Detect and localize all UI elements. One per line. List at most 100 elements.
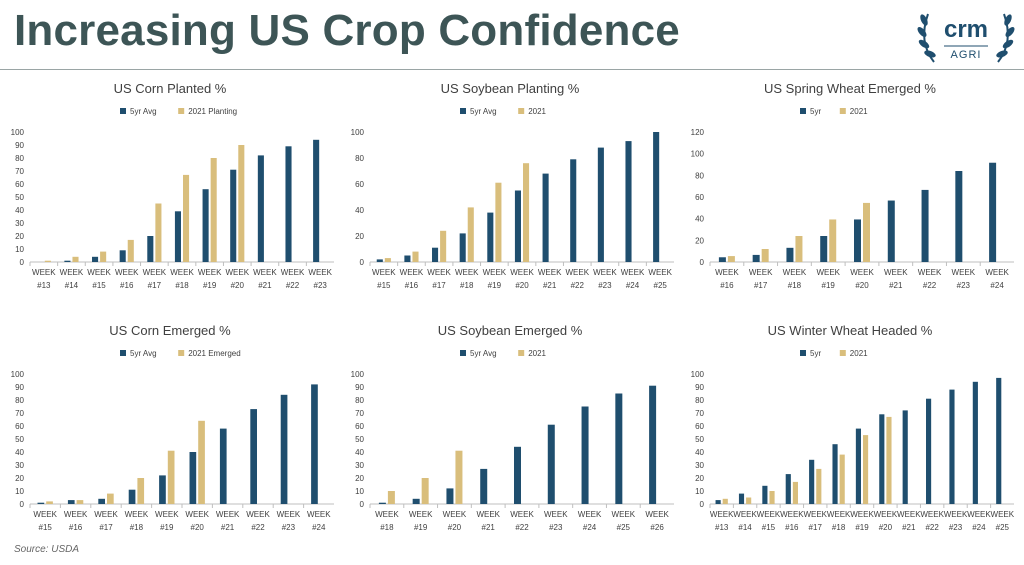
- bar-series-b: [722, 498, 728, 504]
- bar-series-a: [809, 459, 815, 504]
- legend-label: 2021: [528, 349, 546, 358]
- x-tick-label-sub: #21: [889, 281, 903, 290]
- legend-label: 5yr Avg: [130, 107, 157, 116]
- x-tick-label: WEEK: [307, 510, 331, 519]
- bar-series-a: [98, 498, 105, 504]
- x-tick-label-sub: #19: [822, 281, 836, 290]
- bar-series-b: [455, 450, 463, 504]
- x-tick-label: WEEK: [733, 510, 757, 519]
- x-tick-label-sub: #16: [720, 281, 734, 290]
- x-tick-label-sub: #18: [380, 523, 394, 532]
- bar-series-a: [921, 189, 929, 262]
- bar-series-a: [514, 190, 521, 262]
- x-tick-label: WEEK: [185, 510, 209, 519]
- bar-series-a: [786, 247, 794, 262]
- bar-series-a: [926, 398, 932, 504]
- bar-series-a: [972, 381, 978, 504]
- bar-series-b: [839, 454, 845, 504]
- y-tick-label: 80: [15, 396, 24, 405]
- x-tick-label-sub: #23: [598, 281, 612, 290]
- chart-title: US Spring Wheat Emerged %: [764, 81, 936, 96]
- y-tick-label: 90: [695, 383, 704, 392]
- y-tick-label: 0: [360, 258, 365, 267]
- crm-agri-logo: crm AGRI: [914, 6, 1018, 68]
- x-tick-label: WEEK: [400, 268, 424, 277]
- bar-series-a: [128, 489, 136, 504]
- y-tick-label: 10: [15, 245, 24, 254]
- y-tick-label: 40: [695, 215, 704, 224]
- x-tick-label: WEEK: [427, 268, 451, 277]
- legend-label: 5yr: [810, 349, 821, 358]
- x-tick-label-sub: #14: [738, 523, 752, 532]
- chart-title: US Corn Planted %: [114, 81, 227, 96]
- legend-swatch: [839, 350, 846, 356]
- x-tick-label-sub: #13: [715, 523, 729, 532]
- x-tick-label-sub: #16: [69, 523, 83, 532]
- bar-series-a: [832, 444, 838, 504]
- x-tick-label: WEEK: [715, 268, 739, 277]
- x-tick-label: WEEK: [884, 268, 908, 277]
- legend-swatch: [120, 350, 126, 356]
- x-tick-label: WEEK: [967, 510, 991, 519]
- x-tick-label-sub: #18: [832, 523, 846, 532]
- bar-series-a: [189, 452, 197, 504]
- legend-swatch: [120, 108, 126, 114]
- bar-series-a: [785, 474, 791, 504]
- y-tick-label: 30: [355, 461, 364, 470]
- bar-series-b: [440, 230, 447, 262]
- chart-corn-emerged: US Corn Emerged % 5yr Avg 2021 Emerged 0 10 2…: [0, 314, 340, 542]
- y-tick-label: 0: [360, 500, 365, 509]
- legend-swatch: [460, 108, 466, 114]
- x-tick-label: WEEK: [538, 268, 562, 277]
- x-tick-label-sub: #18: [788, 281, 802, 290]
- bar-series-b: [155, 203, 162, 262]
- y-tick-label: 100: [11, 128, 25, 137]
- x-tick-label: WEEK: [64, 510, 88, 519]
- bar-series-b: [795, 236, 803, 262]
- y-tick-label: 40: [15, 448, 24, 457]
- chart-svg: US Soybean Emerged % 5yr Avg 2021 0 10 20 30 40…: [351, 323, 674, 532]
- bar-series-a: [404, 255, 411, 262]
- x-tick-label: WEEK: [443, 510, 467, 519]
- bar-series-a: [949, 389, 955, 504]
- bar-series-b: [863, 435, 869, 504]
- x-tick-label-sub: #20: [515, 281, 529, 290]
- x-tick-label: WEEK: [612, 510, 636, 519]
- bar-series-a: [887, 200, 895, 262]
- x-tick-label: WEEK: [757, 510, 781, 519]
- bar-series-a: [285, 146, 292, 262]
- bar-series-a: [547, 424, 555, 504]
- legend-label: 2021: [850, 349, 868, 358]
- y-tick-label: 70: [15, 167, 24, 176]
- x-tick-label-sub: #17: [754, 281, 768, 290]
- bar-series-a: [989, 162, 997, 262]
- x-tick-label: WEEK: [125, 510, 149, 519]
- x-tick-label-sub: #20: [191, 523, 205, 532]
- legend-label: 5yr Avg: [470, 107, 497, 116]
- x-tick-label: WEEK: [621, 268, 645, 277]
- y-tick-label: 20: [355, 474, 364, 483]
- bar-series-a: [313, 139, 320, 262]
- x-tick-label-sub: #22: [571, 281, 585, 290]
- x-tick-label-sub: #24: [312, 523, 326, 532]
- bar-series-b: [72, 256, 79, 262]
- x-tick-label-sub: #25: [996, 523, 1010, 532]
- bar-series-a: [446, 488, 454, 504]
- bar-series-a: [64, 260, 71, 262]
- bar-series-b: [198, 420, 205, 504]
- x-tick-label-sub: #17: [432, 281, 446, 290]
- x-tick-label-sub: #23: [282, 523, 296, 532]
- x-tick-label-sub: #15: [92, 281, 106, 290]
- chart-title: US Soybean Planting %: [441, 81, 580, 96]
- x-tick-label-sub: #17: [148, 281, 162, 290]
- bar-series-a: [92, 256, 99, 262]
- y-tick-label: 20: [695, 474, 704, 483]
- x-tick-label-sub: #15: [377, 281, 391, 290]
- bar-series-a: [996, 377, 1002, 504]
- x-tick-label: WEEK: [32, 268, 56, 277]
- bar-series-a: [955, 171, 963, 262]
- y-tick-label: 90: [355, 383, 364, 392]
- x-tick-label: WEEK: [308, 268, 332, 277]
- logo-text: crm: [944, 16, 988, 43]
- x-tick-label: WEEK: [277, 510, 301, 519]
